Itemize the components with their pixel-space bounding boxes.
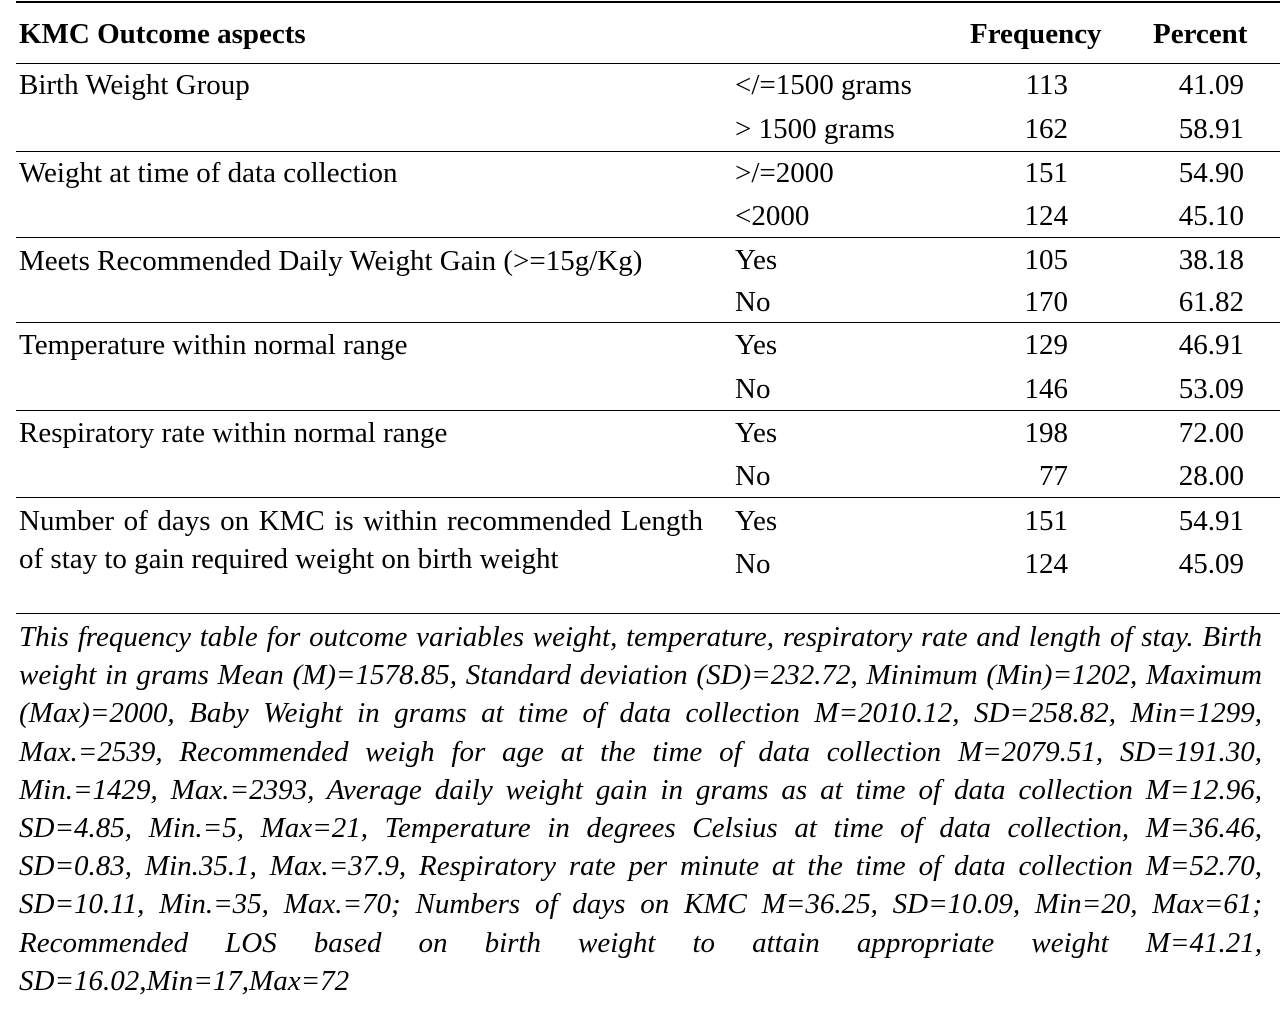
table-bottom-rule <box>16 613 1280 614</box>
row-percent: 46.91 <box>1178 329 1244 361</box>
row-percent: 72.00 <box>1178 417 1244 449</box>
group-divider <box>16 410 1280 411</box>
row-frequency: 146 <box>1024 373 1069 405</box>
row-percent: 38.18 <box>1178 244 1244 276</box>
row-percent: 45.10 <box>1178 200 1244 232</box>
row-percent: 61.82 <box>1178 286 1244 318</box>
group-divider <box>16 322 1280 323</box>
row-percent: 45.09 <box>1178 548 1244 580</box>
group-label-temperature: Temperature within normal range <box>19 329 408 361</box>
row-category: No <box>735 373 771 405</box>
row-category: Yes <box>735 329 778 361</box>
group-label-daily-weight-gain: Meets Recommended Daily Weight Gain (>=1… <box>19 245 643 277</box>
row-frequency: 198 <box>1024 417 1069 449</box>
row-category: >/=2000 <box>735 157 834 189</box>
row-frequency: 151 <box>1024 505 1069 537</box>
header-frequency: Frequency <box>970 18 1102 50</box>
row-percent: 53.09 <box>1178 373 1244 405</box>
row-frequency: 129 <box>1024 329 1069 361</box>
row-category: No <box>735 286 771 318</box>
table-top-rule <box>16 1 1280 3</box>
row-percent: 54.91 <box>1178 505 1244 537</box>
row-frequency: 113 <box>1025 69 1068 101</box>
row-percent: 41.09 <box>1178 69 1244 101</box>
row-frequency: 151 <box>1024 157 1069 189</box>
group-label-weight-collection: Weight at time of data collection <box>19 157 398 189</box>
row-category: No <box>735 460 771 492</box>
row-category: <2000 <box>735 200 810 232</box>
header-aspect: KMC Outcome aspects <box>19 18 306 50</box>
group-divider <box>16 237 1280 238</box>
row-frequency: 162 <box>1024 113 1069 145</box>
group-label-days-on-kmc: Number of days on KMC is within recommen… <box>19 505 703 575</box>
group-divider <box>16 151 1280 152</box>
row-frequency: 170 <box>1024 286 1069 318</box>
group-label-birth-weight: Birth Weight Group <box>19 69 250 101</box>
group-label-respiratory-rate: Respiratory rate within normal range <box>19 417 448 449</box>
row-frequency: 124 <box>1024 200 1069 232</box>
header-rule <box>16 63 1280 64</box>
row-frequency: 77 <box>1039 460 1068 492</box>
row-percent: 54.90 <box>1178 157 1244 189</box>
row-category: </=1500 grams <box>735 69 912 101</box>
row-category: Yes <box>735 505 778 537</box>
row-category: Yes <box>735 417 778 449</box>
row-frequency: 105 <box>1024 244 1069 276</box>
group-divider <box>16 497 1280 498</box>
row-percent: 28.00 <box>1178 460 1244 492</box>
row-category: Yes <box>735 244 778 276</box>
row-category: > 1500 grams <box>735 113 895 145</box>
header-percent: Percent <box>1153 18 1248 50</box>
row-category: No <box>735 548 771 580</box>
row-frequency: 124 <box>1024 548 1069 580</box>
table-footnote: This frequency table for outcome variabl… <box>19 621 1262 997</box>
row-percent: 58.91 <box>1178 113 1244 145</box>
